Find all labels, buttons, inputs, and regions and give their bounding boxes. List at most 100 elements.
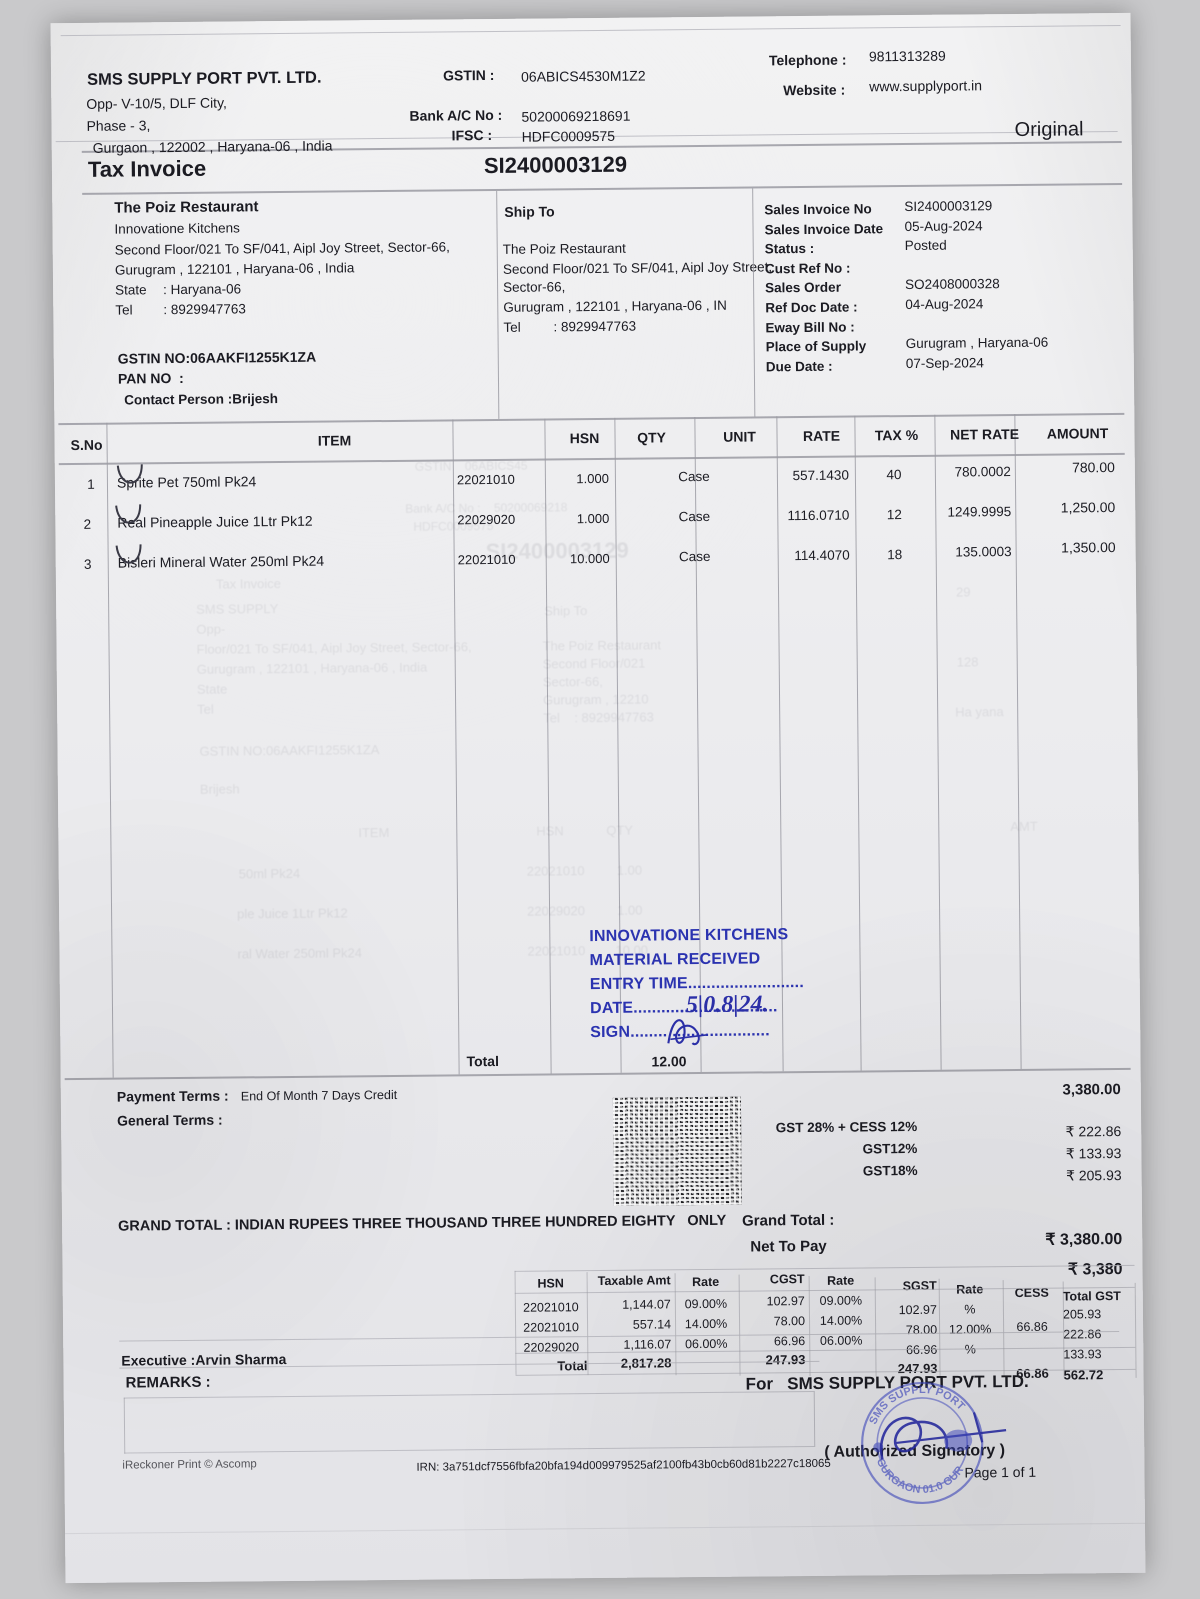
meta-label: Sales Invoice No <box>764 201 872 218</box>
tax-line-value: ₹ 133.93 <box>1065 1144 1122 1162</box>
item-rate: 114.4070 <box>794 547 850 564</box>
telephone-label: Telephone : <box>768 51 847 69</box>
item-tax-percent: 40 <box>886 467 902 483</box>
meta-label: Eway Bill No : <box>765 319 855 335</box>
items-column-header: QTY <box>637 429 667 446</box>
authorized-signature-icon <box>879 1412 1007 1460</box>
item-unit: Case <box>678 548 711 565</box>
tax-line-label: GST18% <box>862 1162 918 1179</box>
hsn-cell-hsn: 22021010 <box>523 1300 579 1315</box>
ifsc-value: HDFC0009575 <box>521 127 616 145</box>
gstin-label: GSTIN : <box>442 66 495 84</box>
hsn-column-header: Rate <box>827 1273 855 1288</box>
hsn-column-header: Total GST <box>1062 1289 1121 1304</box>
tax-line-value: ₹ 205.93 <box>1065 1166 1122 1184</box>
payment-terms-value: End Of Month 7 Days Credit <box>240 1087 398 1104</box>
invoice-number-heading: SI2400003129 <box>483 151 628 179</box>
meta-label: Status : <box>764 241 815 257</box>
hsn-cell-total_gst: 133.93 <box>1063 1347 1102 1362</box>
item-amount: 1,250.00 <box>1060 499 1116 516</box>
item-tax-percent: 18 <box>887 547 903 563</box>
hsn-column-header: Rate <box>939 1282 1001 1297</box>
hsn-column-header: CGST <box>769 1272 805 1287</box>
hsn-cell-hsn: 22021010 <box>523 1320 579 1335</box>
items-row: 1 Sprite Pet 750ml Pk24 22021010 1.000 Case 5… <box>51 13 1131 492</box>
hsn-cell-taxable: 557.14 <box>632 1317 672 1332</box>
stamp-line-sign-label: SIGN........ <box>590 1023 668 1042</box>
hsn-total-cgst: 247.93 <box>765 1352 806 1368</box>
invoice-paper: SMS SUPPLY PORT PVT. LTD. Opp- V-10/5, D… <box>50 12 1146 1584</box>
handwritten-tick-icon <box>115 544 142 564</box>
grand-total-in-words: GRAND TOTAL : INDIAN RUPEES THREE THOUSA… <box>118 1212 727 1235</box>
meta-label: Ref Doc Date : <box>765 299 858 316</box>
bill-to-state-label: State <box>115 282 147 298</box>
stamp-signature-icon <box>667 1019 707 1046</box>
hsn-cell-cgst_rate: 09.00% <box>684 1296 728 1312</box>
website-value: www.supplyport.in <box>869 77 983 95</box>
bill-to-state-value: : Haryana-06 <box>163 281 242 298</box>
items-table-header: S.No ITEM HSN QTY UNIT RATE TAX % NET RATE AMOUN… <box>51 13 1131 453</box>
item-tax-percent: 12 <box>886 507 902 523</box>
hsn-cell-sgst: 78.00 <box>905 1322 938 1338</box>
bill-to-gstin: GSTIN NO:06AAKFI1255K1ZA <box>117 348 317 367</box>
item-rate: 1116.0710 <box>787 507 850 524</box>
hsn-column-header: SGST <box>902 1278 937 1294</box>
bleed-through-ghost-text: Tax Invoice SI2400003129 GSTIN 06ABICS45… <box>196 458 1038 962</box>
items-column-header: UNIT <box>723 428 756 445</box>
hsn-cell-cgst_rate: 06.00% <box>684 1336 728 1352</box>
items-table-body: 1 Sprite Pet 750ml Pk24 22021010 1.000 Case 5… <box>51 13 1131 572</box>
bill-to-address-line2: Gurugram , 122101 , Haryana-06 , India <box>114 260 355 278</box>
bill-to-address-line1: Second Floor/021 To SF/041, Aipl Joy Str… <box>114 239 450 258</box>
hsn-cell-cess_rate: % <box>939 1342 1001 1357</box>
hsn-cell-cgst_rate: 14.00% <box>684 1316 728 1332</box>
hsn-cell-cgst: 66.96 <box>773 1334 806 1349</box>
hsn-cell-total_gst: 205.93 <box>1062 1307 1102 1322</box>
ship-to-tel-label: Tel <box>503 319 521 335</box>
meta-label: Place of Supply <box>765 338 867 355</box>
seller-address-line3: Gurgaon , 122002 , Haryana-06 , India <box>92 137 333 156</box>
remarks-label: REMARKS : <box>125 1373 211 1392</box>
print-credit: iReckoner Print © Ascomp <box>122 1458 257 1472</box>
meta-value: 05-Aug-2024 <box>904 217 983 234</box>
hsn-column-header: Rate <box>692 1274 720 1290</box>
tax-line-label: GST12% <box>862 1140 918 1157</box>
meta-label: Sales Order <box>765 280 841 296</box>
general-terms-label: General Terms : <box>116 1111 223 1129</box>
seller-name: SMS SUPPLY PORT PVT. LTD. <box>86 68 322 89</box>
bill-to-tel-label: Tel <box>115 302 133 318</box>
hsn-cell-sgst_rate: 09.00% <box>819 1293 863 1308</box>
item-amount: 1,350.00 <box>1061 539 1116 556</box>
items-total-label: Total <box>466 1052 500 1070</box>
hsn-cell-cess_rate: % <box>964 1302 976 1317</box>
hsn-cell-cgst: 78.00 <box>773 1314 806 1329</box>
ship-to-heading: Ship To <box>504 203 555 220</box>
handwritten-tick-icon <box>116 464 143 484</box>
items-column-header: NET RATE <box>949 425 1020 443</box>
items-column-header: ITEM <box>317 432 352 449</box>
item-sno: 1 <box>87 476 95 492</box>
meta-value: Posted <box>904 237 947 254</box>
contact-person: Contact Person :Brijesh <box>124 391 279 408</box>
meta-label: Cust Ref No : <box>764 260 851 277</box>
ship-to-address-line1: Second Floor/021 To SF/041, Aipl Joy Str… <box>502 259 773 277</box>
item-hsn: 22021010 <box>456 471 515 488</box>
payment-terms-label: Payment Terms : <box>116 1087 229 1105</box>
ship-to-address-line2: Sector-66, <box>503 279 566 295</box>
item-unit: Case <box>678 508 711 525</box>
item-net-rate: 135.0003 <box>955 544 1012 560</box>
stamp-line-company: INNOVATIONE KITCHENS <box>589 926 789 946</box>
bank-account-value: 50200069218691 <box>521 107 631 125</box>
hsn-column-header: Taxable Amt <box>597 1273 671 1289</box>
meta-label: Due Date : <box>765 358 833 375</box>
item-amount: 780.00 <box>1071 459 1115 476</box>
hsn-cell-cgst: 102.97 <box>766 1294 805 1309</box>
hsn-cell-sgst: 66.96 <box>875 1343 937 1358</box>
items-column-header: AMOUNT <box>1046 425 1109 442</box>
item-sno: 3 <box>83 556 92 572</box>
stamp-line-received: MATERIAL RECEIVED <box>589 950 761 970</box>
item-qty: 1.000 <box>576 470 610 487</box>
item-net-rate: 780.0002 <box>954 464 1011 480</box>
hsn-cell-cess_rate: 12.00% <box>948 1322 992 1337</box>
hsn-grid-line <box>1134 1282 1137 1378</box>
